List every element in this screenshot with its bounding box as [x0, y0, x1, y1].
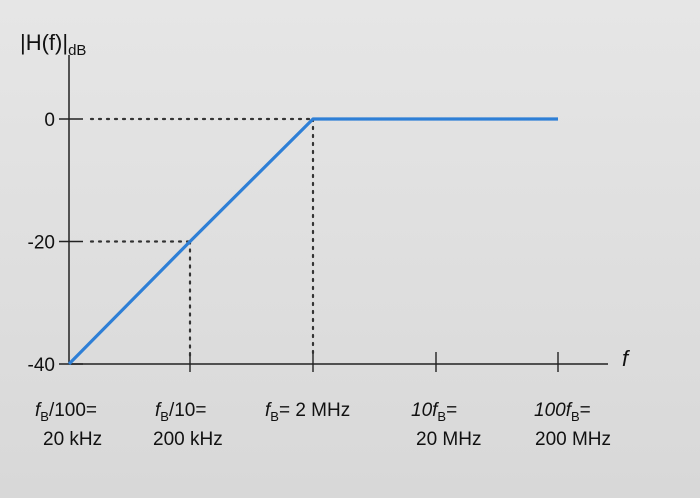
x-tick-label-top: fB= 2 MHz — [265, 400, 350, 424]
y-tick-label: -40 — [28, 355, 55, 376]
axes — [59, 55, 608, 372]
x-tick-label-top: 100fB= — [534, 400, 591, 424]
x-tick-label-top: 10fB= — [411, 400, 457, 424]
y-axis-title: |H(f)|dB — [20, 30, 86, 59]
y-tick-label: -20 — [28, 233, 55, 254]
x-tick-label-bottom: 20 kHz — [43, 429, 102, 450]
series-layer — [67, 117, 559, 366]
guide-lines — [89, 117, 315, 360]
x-tick-label-top: fB/100= — [35, 400, 97, 424]
x-tick-label-bottom: 20 MHz — [416, 429, 481, 450]
x-tick-label-bottom: 200 kHz — [153, 429, 223, 450]
y-tick-label: 0 — [44, 110, 55, 131]
labels-layer: 0 -20 -40 |H(f)|dB f fB/100= 20 kHz fB/10= 200 k… — [20, 30, 631, 450]
x-tick-label-bottom: 200 MHz — [535, 429, 611, 450]
x-axis-title: f — [622, 346, 631, 371]
x-tick-label-top: fB/10= — [155, 400, 206, 424]
